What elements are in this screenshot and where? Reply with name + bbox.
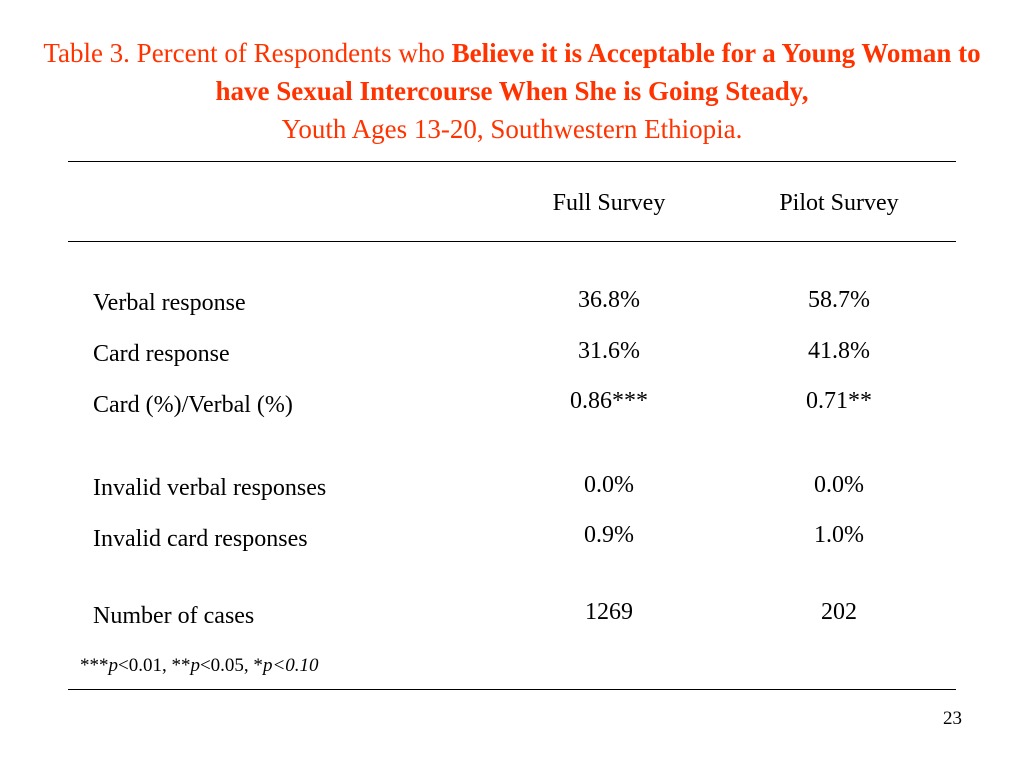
footnote-part: *** [80,655,109,676]
column-header-full-survey: Full Survey [552,190,666,216]
row-label: Card (%)/Verbal (%) [93,392,293,418]
column-header-pilot-survey: Pilot Survey [779,190,899,216]
row-label: Verbal response [93,290,246,316]
row-label: Number of cases [93,603,255,629]
cell-pilot-survey: 58.7% [808,287,870,313]
cell-full-survey: 0.0% [584,472,634,498]
footnote-p: p<0.10 [262,655,319,676]
cell-pilot-survey: 0.71** [806,388,872,414]
row-label: Card response [93,341,230,367]
row-label: Invalid card responses [93,526,308,552]
cell-pilot-survey: 0.0% [814,472,864,498]
cell-full-survey: 36.8% [578,287,640,313]
footnote-p: p [190,655,200,676]
cell-full-survey: 0.9% [584,522,634,548]
header-rule [68,241,956,242]
page-number: 23 [943,708,962,729]
row-label: Invalid verbal responses [93,475,327,501]
cell-full-survey: 31.6% [578,338,640,364]
cell-pilot-survey: 41.8% [808,338,870,364]
table-title: Table 3. Percent of Respondents who Beli… [20,34,1004,148]
cell-pilot-survey: 1.0% [814,522,864,548]
cell-full-survey: 0.86*** [570,388,648,414]
footnote-p: p [108,655,119,676]
title-prefix: Table 3. Percent of Respondents who [43,38,452,68]
cell-pilot-survey: 202 [821,599,857,625]
bottom-rule [68,689,956,690]
footnote-part: <0.01, ** [118,655,191,676]
significance-footnote: ***p<0.01, **p<0.05, *p<0.10 [80,655,319,677]
top-rule [68,161,956,162]
title-suffix: Youth Ages 13-20, Southwestern Ethiopia. [281,114,743,144]
footnote-part: <0.05, * [199,655,263,676]
cell-full-survey: 1269 [585,599,633,625]
title-bold: Believe it is Acceptable for a Young Wom… [215,38,981,106]
